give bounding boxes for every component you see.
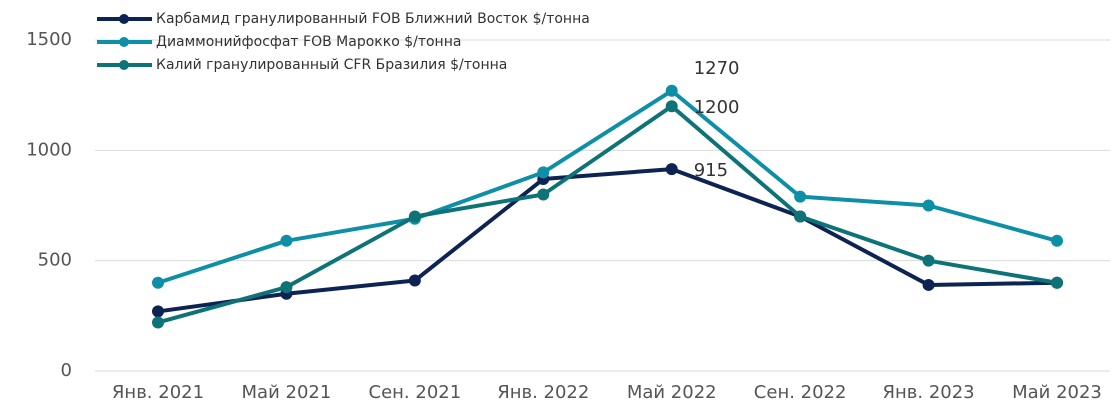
data-point <box>537 166 550 179</box>
x-tick-label: Май 2023 <box>1012 382 1102 403</box>
series-line <box>157 104 1058 325</box>
legend-label: Карбамид гранулированный FOB Ближний Вос… <box>156 11 590 27</box>
data-point <box>794 210 807 223</box>
x-tick-label: Янв. 2021 <box>112 382 204 403</box>
data-point <box>665 100 678 113</box>
x-tick-label: Янв. 2023 <box>883 382 975 403</box>
data-point <box>922 199 935 212</box>
x-tick-label: Май 2021 <box>242 382 332 403</box>
y-tick-label: 1000 <box>26 139 72 160</box>
series-line <box>157 88 1058 285</box>
data-point <box>922 254 935 267</box>
data-point <box>1051 276 1063 289</box>
data-point <box>665 163 678 176</box>
x-tick-label: Сен. 2022 <box>754 382 847 403</box>
legend-marker <box>119 14 129 24</box>
data-point <box>1051 234 1063 247</box>
data-point <box>152 276 164 289</box>
data-point <box>665 84 678 97</box>
series-line <box>157 167 1058 314</box>
data-point <box>152 305 164 318</box>
y-tick-label: 500 <box>38 250 72 271</box>
data-label: 915 <box>694 160 728 181</box>
y-tick-label: 0 <box>61 360 72 381</box>
data-point <box>794 190 807 203</box>
data-label: 1270 <box>694 58 740 79</box>
x-tick-label: Сен. 2021 <box>369 382 462 403</box>
legend-label: Калий гранулированный CFR Бразилия $/тон… <box>156 57 507 73</box>
data-point <box>922 278 935 291</box>
data-point <box>408 274 421 287</box>
data-label: 1200 <box>694 97 740 118</box>
data-point <box>280 281 293 294</box>
data-point <box>537 188 550 201</box>
data-point <box>152 316 164 329</box>
x-tick-label: Май 2022 <box>627 382 717 403</box>
data-point <box>280 234 293 247</box>
y-tick-label: 1500 <box>26 29 72 50</box>
data-point <box>408 210 421 223</box>
x-tick-label: Янв. 2022 <box>497 382 589 403</box>
legend-marker <box>119 60 129 70</box>
legend-marker <box>119 37 129 47</box>
legend-label: Диаммонийфосфат FOB Марокко $/тонна <box>156 34 461 50</box>
